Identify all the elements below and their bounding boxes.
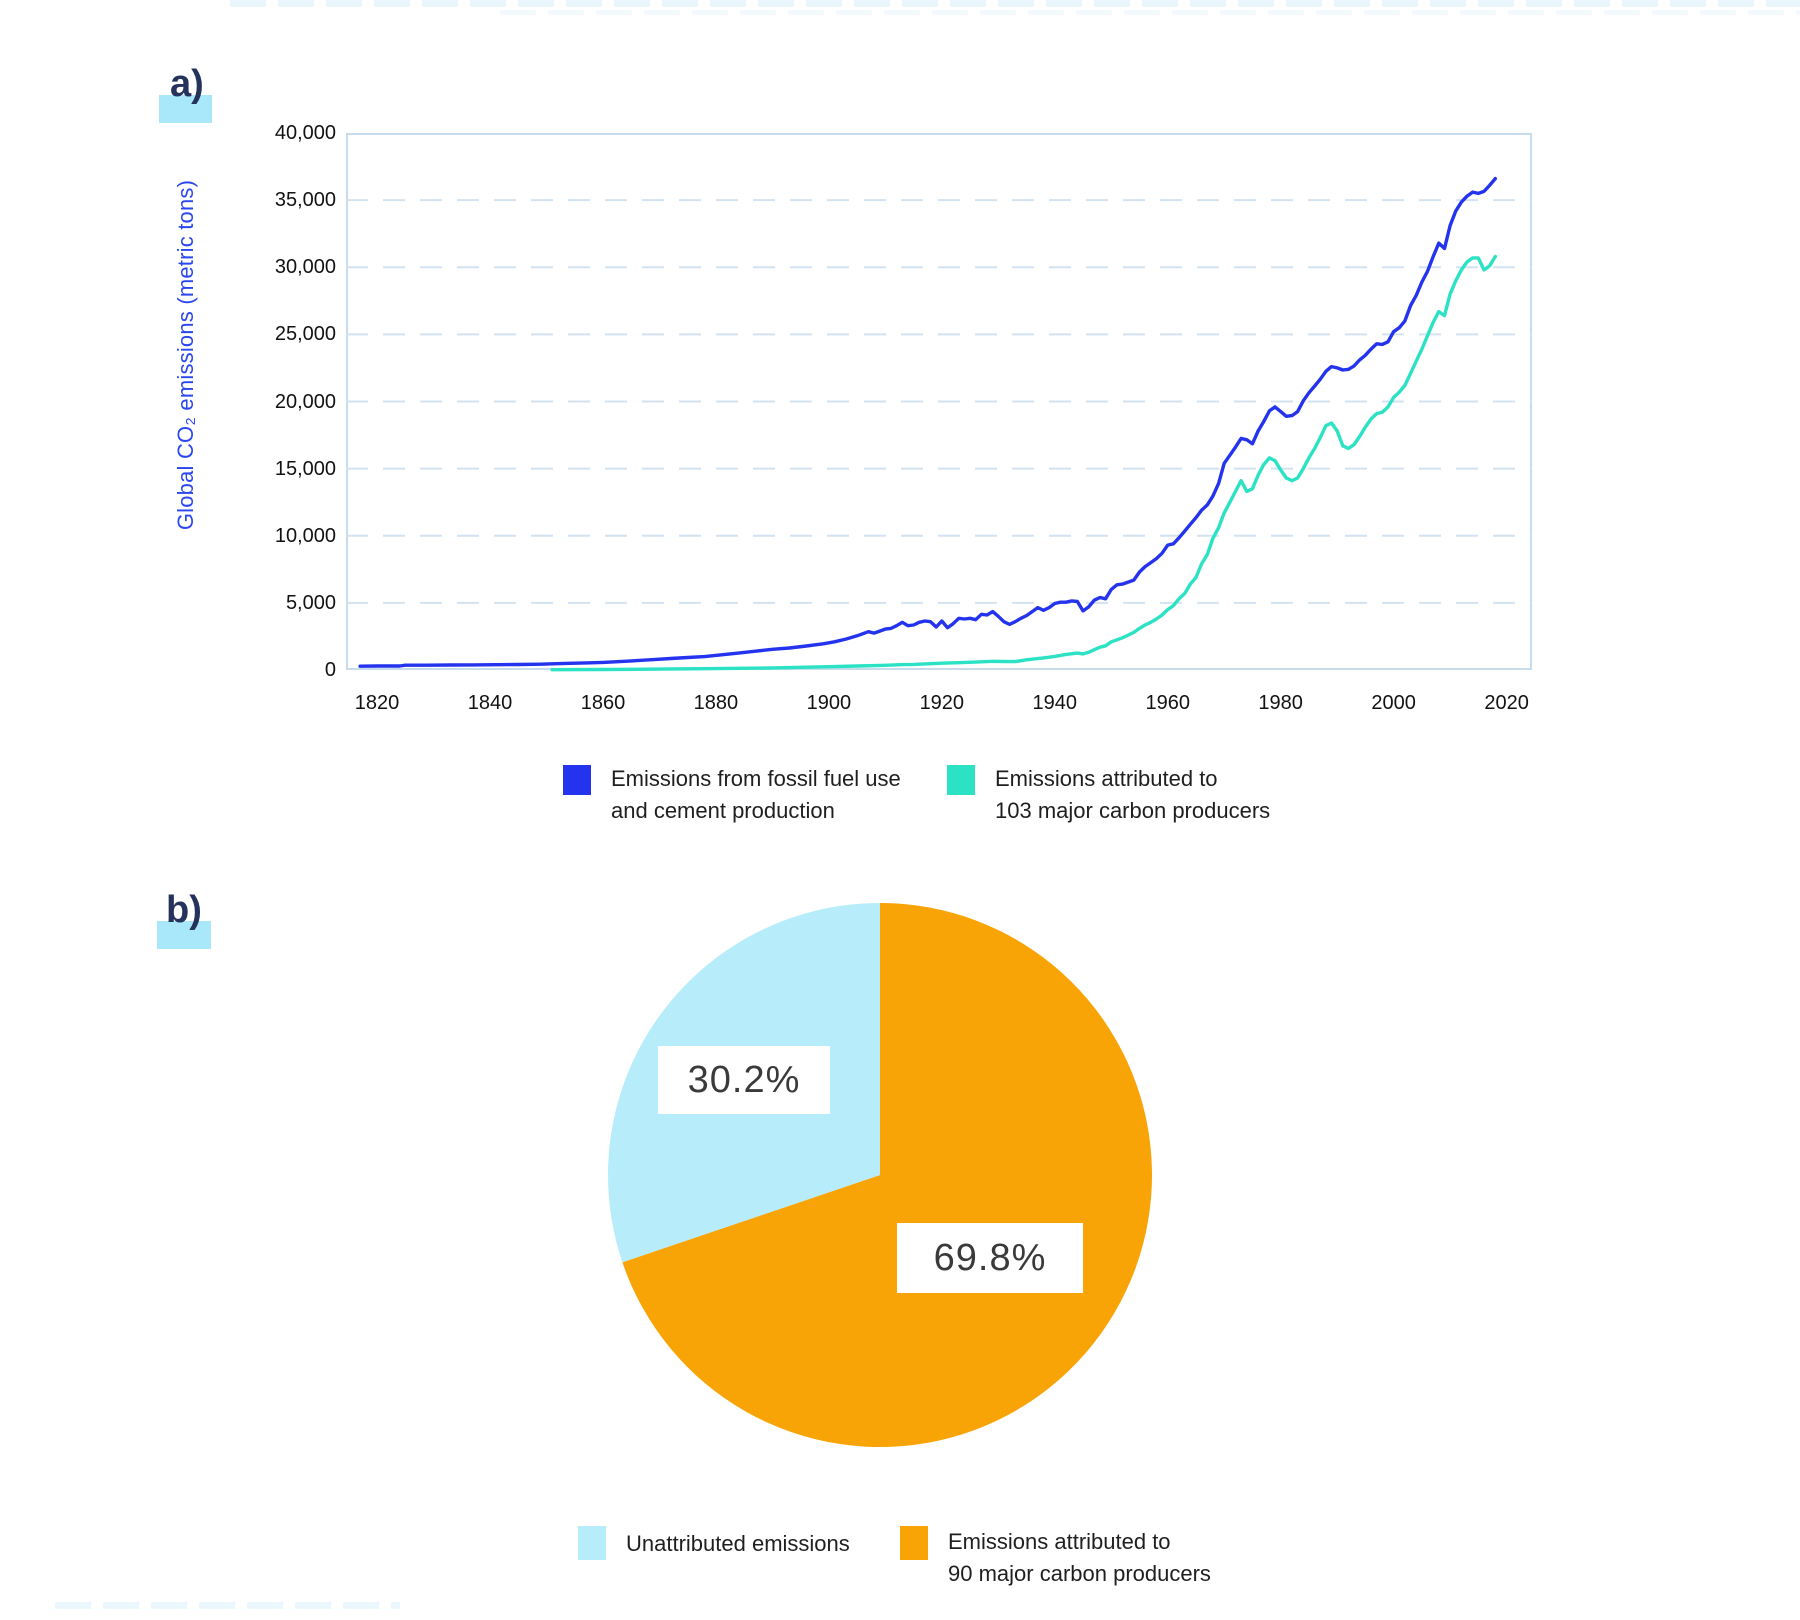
x-tick-1940: 1940 [1032,692,1078,714]
legend-label-attributed: Emissions attributed to 90 major carbon … [948,1526,1211,1590]
x-tick-1860: 1860 [580,692,626,714]
y-tick-15000: 15,000 [274,457,336,480]
y-tick-30000: 30,000 [274,256,336,279]
legend-label-unattributed-line1: Unattributed emissions [626,1531,850,1556]
pie-chart [607,903,1152,1447]
legend-swatch-fossil [563,765,591,795]
legend-item-unattributed: Unattributed emissions [578,1526,850,1561]
legend-item-attributed: Emissions attributed to 90 major carbon … [900,1526,1211,1590]
legend-swatch-producers [947,765,975,795]
decorative-dashes-bottom [55,1602,400,1609]
legend-item-fossil: Emissions from fossil fuel use and cemen… [563,763,901,827]
pie-label-attributed-value: 69.8% [933,1236,1047,1279]
legend-swatch-attributed [900,1526,928,1560]
x-tick-1960: 1960 [1145,692,1190,714]
y-tick-5000: 5,000 [285,591,336,614]
x-tick-2000: 2000 [1371,692,1416,714]
line-chart [346,133,1532,672]
x-tick-2020: 2020 [1484,692,1529,714]
panel-b-label: b) [166,889,202,931]
x-tick-1820: 1820 [354,692,400,714]
x-tick-1900: 1900 [806,692,852,714]
legend-label-attributed-line1: Emissions attributed to [948,1529,1171,1554]
legend-label-attributed-line2: 90 major carbon producers [948,1561,1211,1586]
legend-label-producers-line2: 103 major carbon producers [995,798,1271,823]
y-tick-35000: 35,000 [274,189,336,212]
legend-item-producers: Emissions attributed to 103 major carbon… [947,763,1270,827]
series-line-fossil [358,176,1498,668]
panel-a-label: a) [170,63,204,105]
y-tick-25000: 25,000 [274,323,336,346]
legend-label-producers-line1: Emissions attributed to [995,766,1218,791]
decorative-dashes-top-secondary [500,10,1800,15]
legend-label-fossil-line2: and cement production [611,798,835,823]
y-tick-10000: 10,000 [274,524,336,547]
x-tick-1840: 1840 [467,692,513,714]
y-axis-title: Global CO₂ emissions (metric tons) [173,179,198,531]
legend-label-fossil: Emissions from fossil fuel use and cemen… [611,763,901,827]
y-tick-20000: 20,000 [274,390,336,413]
y-tick-0: 0 [324,659,336,681]
x-tick-1920: 1920 [919,692,965,714]
pie-label-unattributed: 30.2% [658,1046,830,1114]
pie-slice-attributed [622,903,1152,1447]
legend-swatch-unattributed [578,1526,606,1560]
legend-label-unattributed: Unattributed emissions [626,1527,850,1561]
pie-label-unattributed-value: 30.2% [687,1058,801,1101]
series-line-producers [550,254,1498,672]
legend-label-producers: Emissions attributed to 103 major carbon… [995,763,1270,827]
x-tick-1980: 1980 [1258,692,1303,714]
label-highlight-a [159,95,212,123]
y-tick-40000: 40,000 [274,122,336,144]
decorative-dashes-top [230,0,1800,7]
label-highlight-b [157,921,211,949]
legend-label-fossil-line1: Emissions from fossil fuel use [611,766,901,791]
x-tick-1880: 1880 [693,692,739,714]
pie-label-attributed: 69.8% [897,1223,1083,1293]
